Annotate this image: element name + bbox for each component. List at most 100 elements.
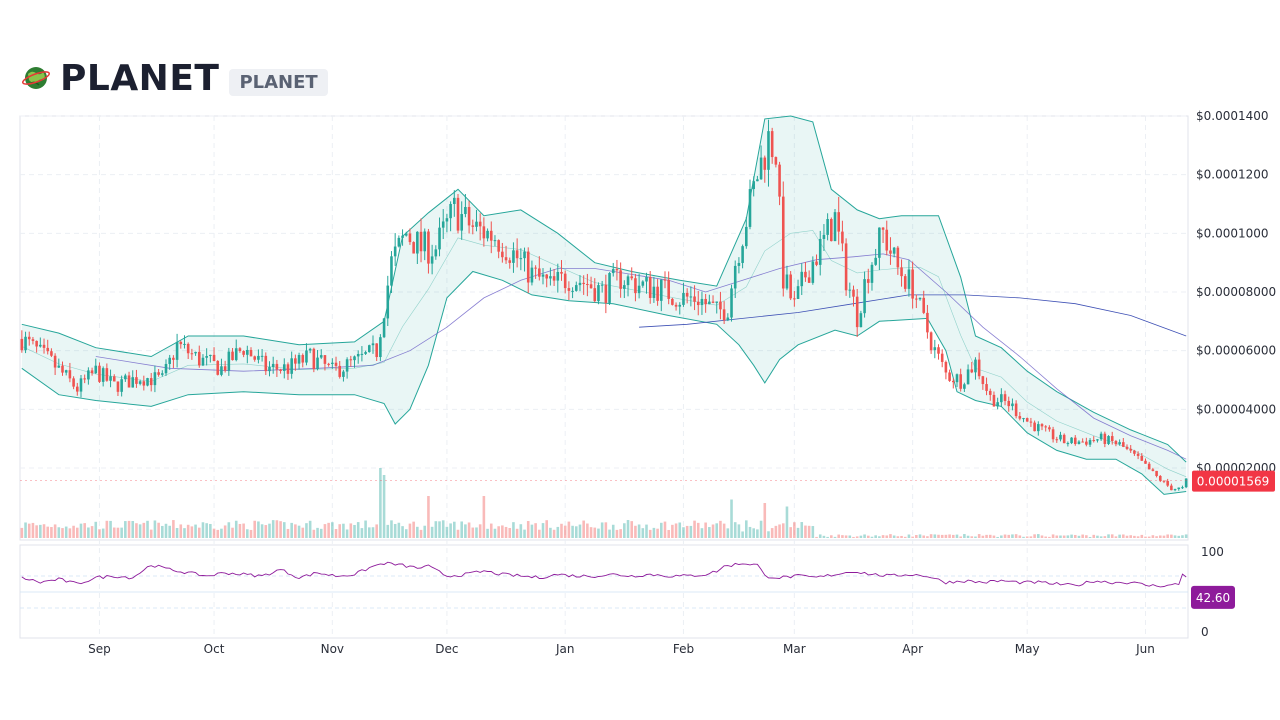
volume-bar — [404, 529, 408, 538]
x-axis-tick-label: Oct — [204, 642, 225, 656]
candle-body — [874, 257, 877, 265]
candle-body — [600, 284, 604, 286]
volume-bar — [574, 526, 578, 538]
candle-body — [149, 378, 153, 386]
rsi-line — [21, 561, 1187, 588]
candle-body — [659, 279, 663, 301]
volume-bar — [689, 525, 693, 538]
x-axis-tick-label: Mar — [783, 642, 806, 656]
candle-body — [538, 268, 541, 277]
candle-body — [940, 353, 944, 362]
volume-bar — [360, 528, 364, 538]
volume-bar — [449, 523, 452, 538]
volume-bar — [656, 528, 659, 538]
candle-body — [774, 157, 778, 165]
volume-bar — [312, 529, 316, 538]
volume-bar — [615, 529, 619, 538]
volume-bar — [379, 468, 382, 538]
volume-bar — [552, 529, 556, 538]
candle-body — [900, 267, 903, 277]
candle-body — [290, 358, 293, 374]
volume-bar — [526, 521, 530, 538]
candle-body — [1147, 463, 1151, 470]
volume-bar — [844, 535, 848, 538]
candle-body — [1003, 394, 1007, 401]
volume-bar — [161, 525, 164, 538]
volume-bar — [42, 524, 46, 538]
candle-body — [726, 317, 730, 321]
volume-bar — [611, 524, 615, 538]
volume-bar — [737, 524, 741, 538]
candle-body — [94, 365, 98, 374]
candle-body — [1044, 426, 1047, 428]
volume-bar — [1070, 534, 1073, 538]
candle-body — [959, 374, 962, 389]
volume-bar — [135, 523, 138, 538]
volume-bar — [866, 535, 870, 538]
volume-bar — [246, 529, 249, 538]
candle-body — [781, 196, 785, 289]
candle-body — [434, 249, 438, 257]
candle-body — [194, 351, 197, 354]
volume-bar — [216, 529, 220, 538]
candle-body — [305, 350, 308, 363]
candle-body — [515, 250, 519, 259]
volume-bar — [205, 523, 208, 538]
volume-bar — [556, 526, 560, 538]
candle-body — [438, 227, 441, 250]
candle-body — [1140, 455, 1144, 461]
volume-bar — [423, 525, 427, 538]
candle-body — [441, 221, 445, 228]
volume-bar — [408, 523, 412, 538]
volume-bar — [1073, 534, 1077, 538]
volume-bar — [659, 522, 663, 538]
volume-bar — [375, 524, 378, 538]
candle-body — [331, 362, 334, 364]
volume-bar — [112, 527, 116, 538]
volume-bar — [227, 522, 231, 538]
volume-bar — [393, 523, 397, 538]
volume-bar — [948, 534, 951, 538]
candle-body — [974, 359, 977, 373]
volume-bar — [745, 520, 748, 538]
volume-bar — [667, 529, 670, 538]
candle-body — [1025, 418, 1029, 422]
volume-bar — [175, 528, 179, 538]
volume-bar — [903, 536, 907, 538]
volume-bar — [545, 520, 549, 538]
volume-bar — [164, 523, 168, 538]
volume-bar — [64, 526, 68, 538]
volume-bar — [626, 520, 630, 538]
volume-bar — [20, 527, 24, 538]
volume-bar — [837, 534, 841, 538]
candle-body — [793, 298, 796, 300]
candle-body — [785, 274, 789, 289]
candle-body — [678, 304, 682, 307]
candle-body — [419, 231, 423, 252]
candle-body — [674, 304, 678, 307]
volume-bar — [268, 523, 271, 538]
volume-bar — [353, 524, 356, 538]
candle-body — [246, 349, 249, 355]
volume-bar — [1000, 535, 1003, 538]
candle-body — [216, 360, 220, 375]
ticker-badge: PLANET — [229, 68, 328, 96]
candle-body — [1022, 418, 1025, 420]
candle-body — [127, 375, 131, 388]
volume-bar — [212, 528, 216, 538]
volume-bar — [741, 531, 744, 538]
volume-bar — [678, 522, 682, 538]
volume-bar — [711, 524, 715, 538]
candle-body — [619, 270, 622, 289]
volume-bar — [852, 536, 855, 538]
volume-bar — [319, 528, 323, 538]
volume-bar — [1144, 536, 1147, 538]
candle-body — [478, 221, 482, 227]
candle-body — [526, 251, 530, 283]
volume-bar — [83, 523, 86, 538]
candle-body — [50, 351, 53, 356]
volume-bar — [974, 536, 977, 538]
candle-body — [131, 377, 135, 388]
last-price-badge — [1192, 470, 1275, 492]
